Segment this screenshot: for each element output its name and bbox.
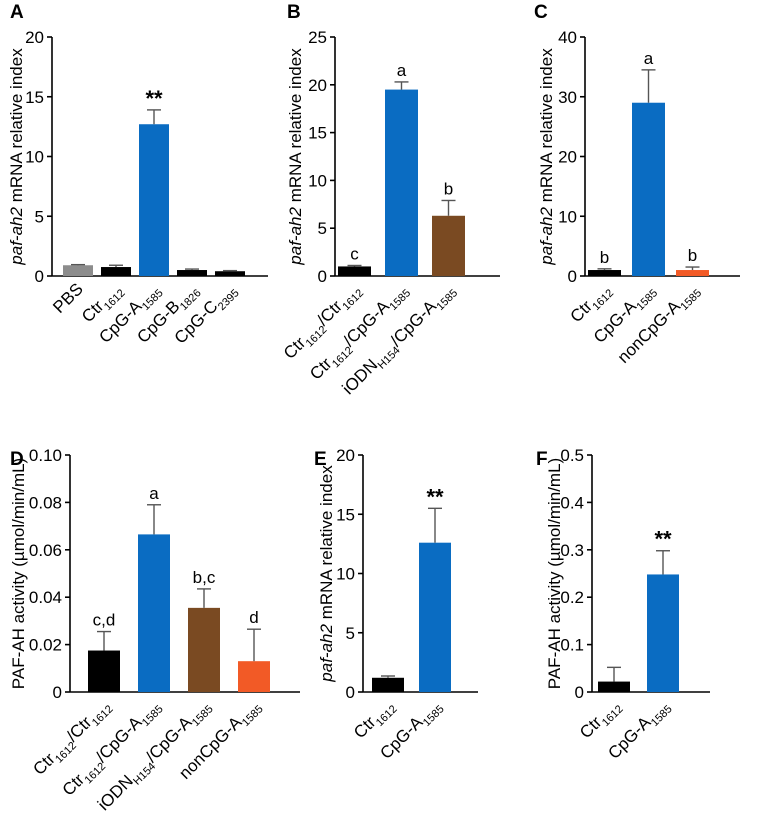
y-tick-label: 5 bbox=[318, 219, 327, 238]
panel-letter: B bbox=[287, 2, 301, 23]
y-tick-label: 0.2 bbox=[560, 588, 584, 607]
bar bbox=[177, 270, 207, 276]
y-tick-label: 30 bbox=[558, 88, 577, 107]
panel-letter: C bbox=[534, 2, 548, 23]
y-tick-label: 0.04 bbox=[29, 588, 62, 607]
y-tick-label: 25 bbox=[308, 28, 327, 47]
category-label: CpG-A1585 bbox=[376, 695, 446, 765]
significance-label: ** bbox=[654, 527, 672, 552]
significance-label: b bbox=[600, 248, 609, 267]
y-tick-label: 0.08 bbox=[29, 493, 62, 512]
y-tick-label: 20 bbox=[308, 76, 327, 95]
y-tick-label: 0.3 bbox=[560, 541, 584, 560]
category-label: nonCpG-A1585 bbox=[175, 695, 265, 785]
y-axis-title: PAF-AH activity (µmol/min/mL) bbox=[9, 458, 28, 689]
panel-letter: E bbox=[314, 449, 327, 470]
category-label: CpG-C2395 bbox=[171, 279, 242, 350]
significance-label: a bbox=[397, 61, 407, 80]
bar bbox=[188, 607, 220, 692]
y-tick-label: 10 bbox=[25, 148, 44, 167]
y-tick-label: 20 bbox=[25, 28, 44, 47]
y-tick-label: 10 bbox=[308, 171, 327, 190]
bar bbox=[432, 215, 465, 276]
y-tick-label: 0 bbox=[318, 267, 327, 286]
bar bbox=[598, 681, 630, 692]
bar bbox=[419, 542, 451, 692]
y-tick-label: 15 bbox=[336, 505, 355, 524]
y-tick-label: 15 bbox=[308, 124, 327, 143]
bar bbox=[215, 271, 245, 276]
significance-label: ** bbox=[145, 86, 163, 111]
bar bbox=[676, 270, 709, 276]
y-tick-label: 5 bbox=[35, 207, 44, 226]
y-axis-title: paf-ah2 mRNA relative index bbox=[317, 465, 336, 683]
bar bbox=[101, 267, 131, 276]
y-tick-label: 0 bbox=[53, 683, 62, 702]
y-tick-label: 40 bbox=[558, 28, 577, 47]
y-tick-label: 0.10 bbox=[29, 446, 62, 465]
y-tick-label: 0.06 bbox=[29, 541, 62, 560]
y-tick-label: 20 bbox=[558, 148, 577, 167]
y-axis-title: paf-ah2 mRNA relative index bbox=[7, 48, 26, 266]
y-tick-label: 20 bbox=[336, 446, 355, 465]
bar bbox=[647, 574, 679, 692]
panel-letter: D bbox=[10, 449, 24, 470]
bar bbox=[338, 266, 371, 276]
y-tick-label: 10 bbox=[558, 207, 577, 226]
significance-label: b bbox=[444, 179, 453, 198]
significance-label: c,d bbox=[93, 611, 116, 630]
y-tick-label: 5 bbox=[346, 624, 355, 643]
y-axis-title: PAF-AH activity (µmol/min/mL) bbox=[545, 458, 564, 689]
y-tick-label: 0.4 bbox=[560, 493, 584, 512]
bar bbox=[88, 650, 120, 692]
bar bbox=[632, 102, 665, 276]
significance-label: a bbox=[644, 49, 654, 68]
y-tick-label: 0 bbox=[35, 267, 44, 286]
y-tick-label: 0 bbox=[568, 267, 577, 286]
bar bbox=[139, 124, 169, 276]
y-tick-label: 0.1 bbox=[560, 636, 584, 655]
bar bbox=[238, 661, 270, 692]
panel-letter: A bbox=[10, 2, 24, 23]
bar bbox=[588, 270, 621, 276]
category-label: nonCpG-A1585 bbox=[614, 279, 704, 369]
y-tick-label: 0.5 bbox=[560, 446, 584, 465]
bar bbox=[63, 265, 93, 276]
significance-label: ** bbox=[426, 484, 444, 509]
bar bbox=[385, 89, 418, 276]
significance-label: c bbox=[350, 244, 359, 263]
y-tick-label: 10 bbox=[336, 565, 355, 584]
bar bbox=[138, 534, 170, 692]
significance-label: b bbox=[688, 246, 697, 265]
significance-label: a bbox=[149, 484, 159, 503]
significance-label: d bbox=[249, 608, 258, 627]
y-tick-label: 0 bbox=[575, 683, 584, 702]
y-tick-label: 15 bbox=[25, 88, 44, 107]
bar bbox=[372, 677, 404, 692]
panel-letter: F bbox=[536, 449, 548, 470]
y-tick-label: 0.02 bbox=[29, 636, 62, 655]
y-axis-title: paf-ah2 mRNA relative index bbox=[286, 48, 305, 266]
significance-label: b,c bbox=[193, 568, 216, 587]
y-tick-label: 0 bbox=[346, 683, 355, 702]
y-axis-title: paf-ah2 mRNA relative index bbox=[537, 48, 556, 266]
